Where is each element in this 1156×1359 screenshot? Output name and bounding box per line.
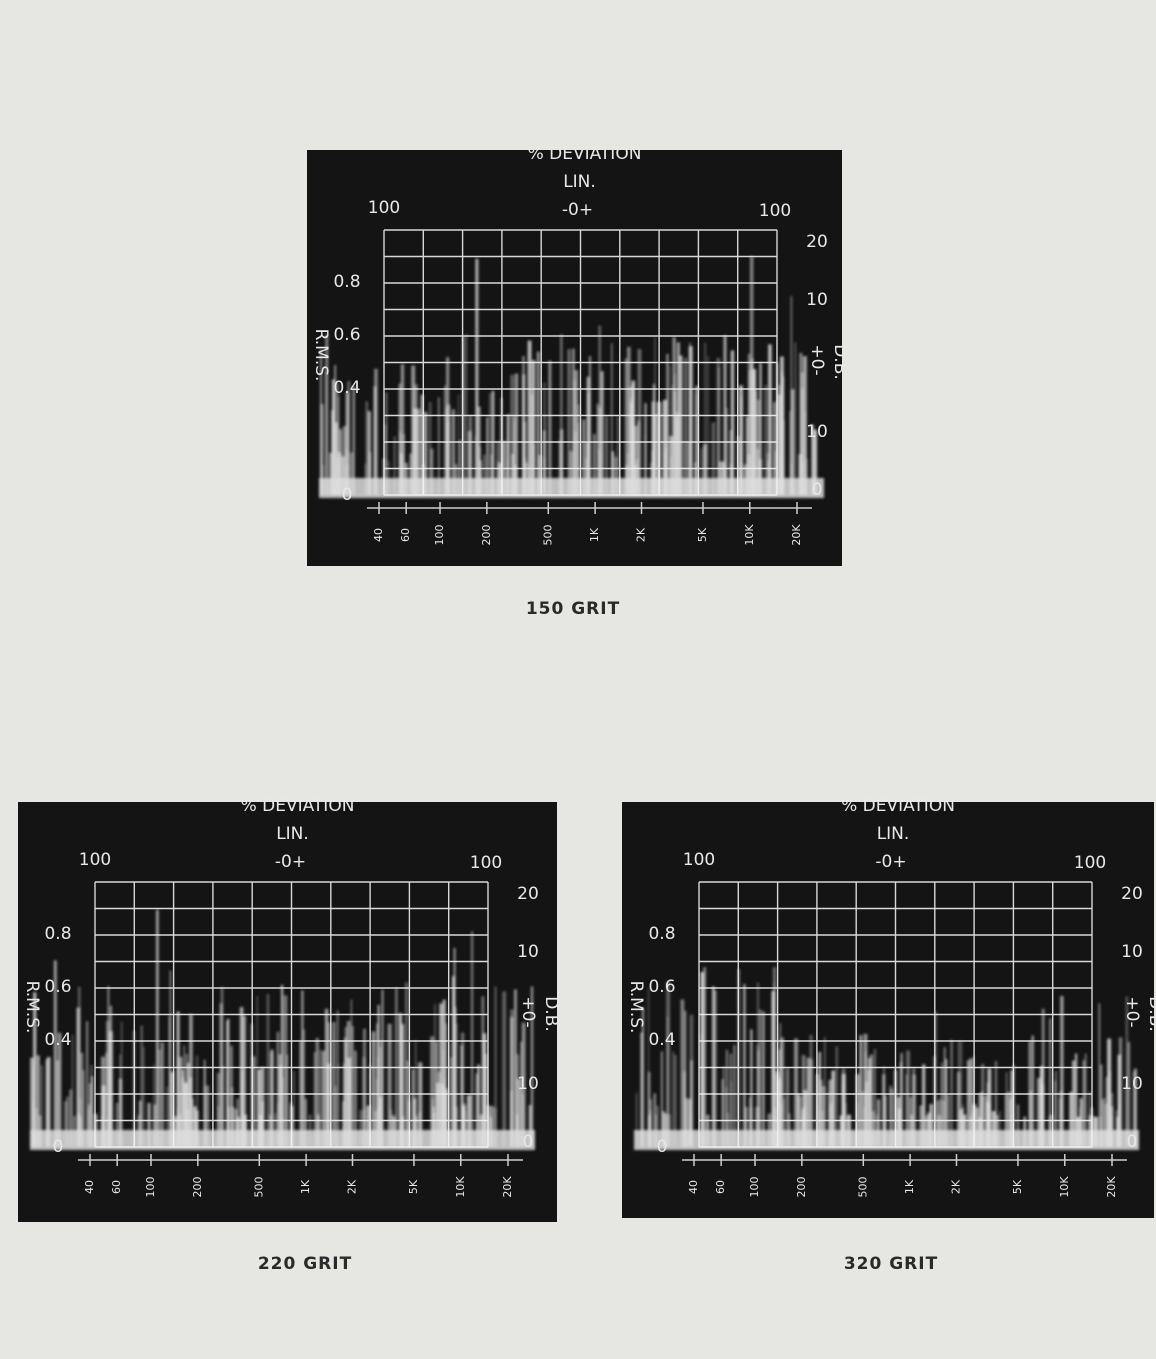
scope-left-percent: 100: [683, 850, 715, 870]
rms-title: R.M.S.: [626, 981, 646, 1034]
rms-label: 0.8: [44, 924, 71, 944]
freq-label: 100: [748, 1177, 761, 1198]
db-label: 10: [806, 422, 828, 442]
freq-label: 20K: [790, 524, 803, 546]
rms-label: 0: [657, 1137, 668, 1157]
scope-right-percent: 100: [470, 853, 502, 873]
db-label: 20: [1121, 884, 1143, 904]
freq-label: 1K: [588, 527, 601, 542]
freq-label: 60: [399, 528, 412, 542]
db-label: 0: [523, 1132, 534, 1152]
scope-header: % DEVIATION: [528, 144, 642, 164]
freq-label: 500: [252, 1177, 265, 1198]
freq-label: 200: [795, 1177, 808, 1198]
rms-label: 0.6: [44, 977, 71, 997]
freq-label: 100: [433, 525, 446, 546]
db-title: D.B.: [830, 344, 850, 380]
scope-right-percent: 100: [1074, 853, 1106, 873]
scope-left-percent: 100: [368, 198, 400, 218]
db-label: +0-: [518, 996, 538, 1027]
db-label: 10: [517, 942, 539, 962]
scope-mode: LIN.: [877, 824, 910, 844]
rms-label: 0.4: [44, 1030, 71, 1050]
freq-label: 5K: [696, 527, 709, 542]
freq-label: 200: [191, 1177, 204, 1198]
rms-title: R.M.S.: [22, 981, 42, 1034]
spectrum-trace: [30, 909, 535, 1150]
rms-label: 0.8: [333, 272, 360, 292]
freq-label: 5K: [407, 1179, 420, 1194]
freq-label: 20K: [1105, 1176, 1118, 1198]
db-label: 0: [1127, 1132, 1138, 1152]
freq-label: 1K: [903, 1179, 916, 1194]
freq-label: 500: [541, 525, 554, 546]
rms-label: 0.4: [648, 1030, 675, 1050]
freq-label: 60: [714, 1180, 727, 1194]
freq-label: 5K: [1011, 1179, 1024, 1194]
freq-label: 60: [110, 1180, 123, 1194]
db-label: +0-: [1122, 996, 1142, 1027]
freq-label: 1K: [299, 1179, 312, 1194]
spectrum-baseline: [319, 478, 824, 498]
scope-center-scale: -0+: [275, 852, 306, 872]
db-label: 10: [1121, 1074, 1143, 1094]
freq-label: 10K: [1058, 1176, 1071, 1198]
db-label: 0: [812, 480, 823, 500]
spectrum-baseline: [634, 1130, 1139, 1150]
scope-center-scale: -0+: [875, 852, 906, 872]
scope-right-percent: 100: [759, 201, 791, 221]
scope-left-percent: 100: [79, 850, 111, 870]
photo-caption: 150 GRIT: [526, 599, 620, 619]
scope-header: % DEVIATION: [841, 796, 955, 816]
freq-label: 100: [144, 1177, 157, 1198]
spectrum-baseline: [30, 1130, 535, 1150]
freq-label: 40: [372, 528, 385, 542]
scope-center-scale: -0+: [562, 200, 593, 220]
photo-caption: 320 GRIT: [844, 1254, 938, 1274]
db-title: D.B.: [1145, 996, 1156, 1032]
rms-label: 0: [53, 1137, 64, 1157]
db-label: 10: [517, 1074, 539, 1094]
rms-label: 0.6: [333, 325, 360, 345]
db-title: D.B.: [541, 996, 561, 1032]
freq-label: 2K: [346, 1179, 359, 1194]
rms-title: R.M.S.: [311, 329, 331, 382]
scope-mode: LIN.: [563, 172, 596, 192]
rms-label: 0.8: [648, 924, 675, 944]
photo-caption: 220 GRIT: [258, 1254, 352, 1274]
freq-label: 10K: [454, 1176, 467, 1198]
rms-label: 0: [342, 485, 353, 505]
freq-label: 40: [687, 1180, 700, 1194]
freq-label: 200: [480, 525, 493, 546]
freq-label: 40: [83, 1180, 96, 1194]
rms-label: 0.6: [648, 977, 675, 997]
db-label: 20: [806, 232, 828, 252]
freq-label: 2K: [635, 527, 648, 542]
db-label: +0-: [807, 344, 827, 375]
db-label: 10: [806, 290, 828, 310]
freq-label: 10K: [743, 524, 756, 546]
spectrum-trace: [319, 256, 824, 498]
freq-label: 500: [856, 1177, 869, 1198]
db-label: 10: [1121, 942, 1143, 962]
spectrum-trace: [634, 967, 1139, 1150]
rms-label: 0.4: [333, 378, 360, 398]
scope-mode: LIN.: [276, 824, 309, 844]
db-label: 20: [517, 884, 539, 904]
scope-header: % DEVIATION: [241, 796, 355, 816]
freq-label: 2K: [950, 1179, 963, 1194]
freq-label: 20K: [501, 1176, 514, 1198]
